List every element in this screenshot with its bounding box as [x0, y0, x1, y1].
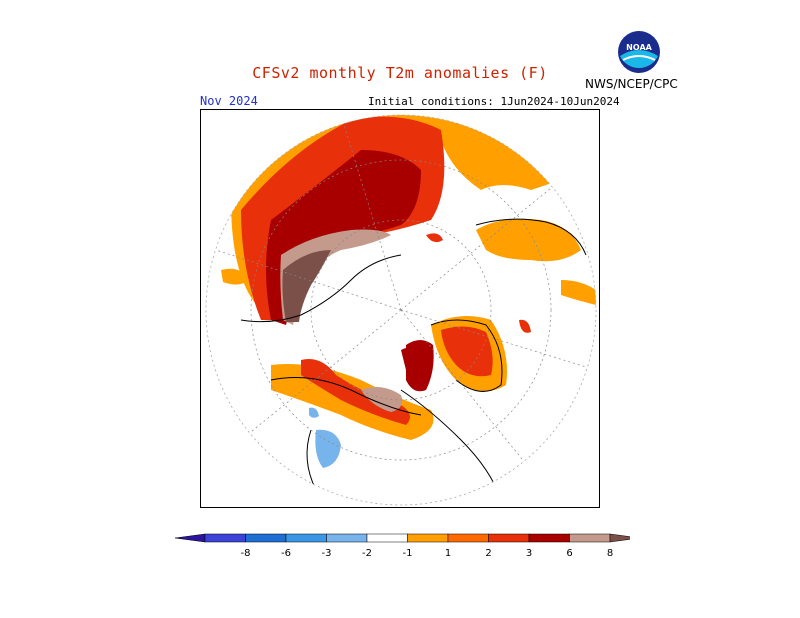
colorbar-swatch	[488, 533, 530, 543]
noaa-logo-text: NOAA	[626, 43, 652, 52]
colorbar-swatch	[569, 533, 611, 543]
colorbar-swatch	[285, 533, 327, 543]
noaa-logo: NOAA	[618, 31, 660, 73]
colorbar: -8 -6 -3 -2 -1 1 2 3 6 8	[170, 530, 641, 570]
anomaly-region-europe-orange	[476, 218, 581, 262]
anomaly-region-patch-2	[519, 319, 531, 333]
colorbar-tick-label: 8	[606, 548, 614, 559]
colorbar-tick-label: 3	[525, 548, 533, 559]
graticule	[215, 115, 596, 471]
colorbar-swatch	[245, 533, 287, 543]
map-title: CFSv2 monthly T2m anomalies (F)	[252, 64, 548, 82]
colorbar-max-arrow	[609, 533, 641, 543]
colorbar-tick-label: 1	[444, 548, 452, 559]
anomaly-region-arctic-pink	[361, 386, 403, 412]
colorbar-tick-label: 2	[485, 548, 492, 559]
anomaly-region-siberia-brown	[282, 250, 331, 322]
organization-label: NWS/NCEP/CPC	[585, 77, 678, 91]
colorbar-min-arrow	[174, 533, 206, 543]
colorbar-tick-label: -2	[362, 548, 372, 559]
colorbar-tick-label: -1	[402, 548, 413, 559]
initial-conditions: Initial conditions: 1Jun2024-10Jun2024	[368, 95, 620, 108]
colorbar-tick-label: 6	[566, 548, 573, 559]
colorbar-swatches	[174, 533, 641, 543]
colorbar-swatch	[326, 533, 368, 543]
anomaly-region-siberia-pink	[280, 229, 391, 325]
colorbar-swatch	[366, 533, 408, 543]
colorbar-swatch	[528, 533, 570, 543]
polar-map-canvas	[205, 114, 597, 506]
globe-edge	[205, 114, 597, 506]
colorbar-tick-label: -6	[281, 548, 291, 559]
anomaly-region-pacific-blue	[315, 429, 341, 468]
anomaly-region-europe-small	[561, 280, 596, 305]
forecast-month: Nov 2024	[200, 94, 258, 108]
colorbar-tick-label: -3	[321, 548, 332, 559]
anomaly-region-patch-3	[426, 233, 443, 243]
anomaly-region-pacific-blue-small	[309, 407, 319, 418]
colorbar-tick-label: -8	[240, 548, 251, 559]
anomaly-region-greenland-red	[441, 326, 493, 377]
polar-map	[200, 109, 600, 508]
anomaly-region-patch-1	[221, 268, 249, 285]
colorbar-swatch	[447, 533, 489, 543]
colorbar-swatch	[407, 533, 449, 543]
anomaly-region-arctic-darkred	[401, 347, 423, 371]
colorbar-swatch	[204, 533, 246, 543]
